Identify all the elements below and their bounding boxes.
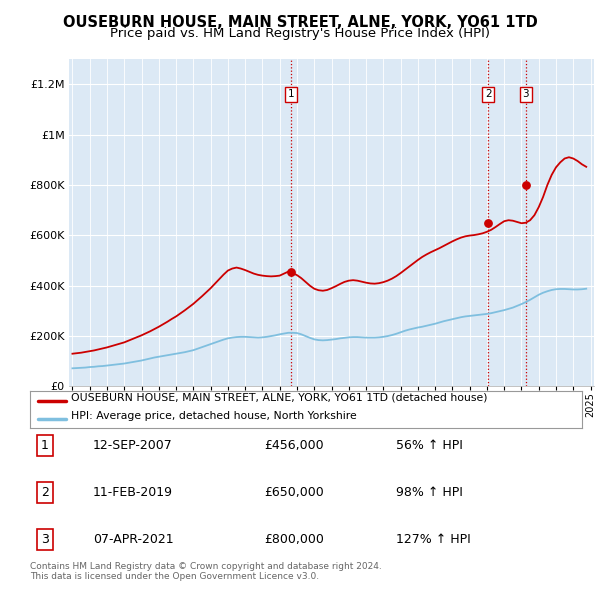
Text: 56% ↑ HPI: 56% ↑ HPI: [396, 439, 463, 452]
Text: £800,000: £800,000: [264, 533, 324, 546]
Text: Price paid vs. HM Land Registry's House Price Index (HPI): Price paid vs. HM Land Registry's House …: [110, 27, 490, 40]
Text: OUSEBURN HOUSE, MAIN STREET, ALNE, YORK, YO61 1TD (detached house): OUSEBURN HOUSE, MAIN STREET, ALNE, YORK,…: [71, 393, 488, 403]
Text: 2: 2: [485, 89, 491, 99]
Text: 98% ↑ HPI: 98% ↑ HPI: [396, 486, 463, 499]
Text: 1: 1: [41, 439, 49, 452]
Text: 2: 2: [41, 486, 49, 499]
Text: Contains HM Land Registry data © Crown copyright and database right 2024.: Contains HM Land Registry data © Crown c…: [30, 562, 382, 571]
Text: 3: 3: [523, 89, 529, 99]
Text: £456,000: £456,000: [264, 439, 323, 452]
Point: [521, 180, 530, 189]
Text: 127% ↑ HPI: 127% ↑ HPI: [396, 533, 471, 546]
Text: 11-FEB-2019: 11-FEB-2019: [93, 486, 173, 499]
Text: £650,000: £650,000: [264, 486, 324, 499]
Point: [286, 267, 296, 276]
Text: 3: 3: [41, 533, 49, 546]
Text: OUSEBURN HOUSE, MAIN STREET, ALNE, YORK, YO61 1TD: OUSEBURN HOUSE, MAIN STREET, ALNE, YORK,…: [62, 15, 538, 30]
Text: 07-APR-2021: 07-APR-2021: [93, 533, 173, 546]
Text: 12-SEP-2007: 12-SEP-2007: [93, 439, 173, 452]
Text: 1: 1: [288, 89, 295, 99]
Point: [484, 218, 493, 228]
Text: This data is licensed under the Open Government Licence v3.0.: This data is licensed under the Open Gov…: [30, 572, 319, 581]
Text: HPI: Average price, detached house, North Yorkshire: HPI: Average price, detached house, Nort…: [71, 411, 357, 421]
